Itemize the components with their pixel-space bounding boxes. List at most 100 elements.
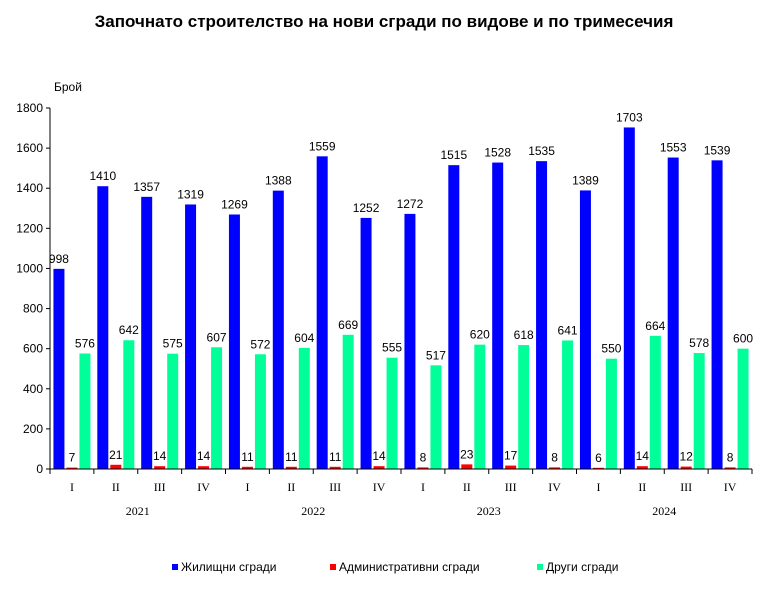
x-category-label: II — [287, 480, 295, 494]
data-label: 7 — [69, 451, 76, 465]
data-label: 664 — [645, 319, 665, 333]
data-label: 8 — [420, 450, 427, 464]
bar — [623, 127, 635, 469]
data-label: 1703 — [616, 110, 643, 124]
legend-swatch — [330, 564, 336, 570]
data-label: 575 — [163, 337, 183, 351]
data-label: 1272 — [397, 197, 424, 211]
x-year-label: 2024 — [652, 504, 676, 518]
bar — [579, 190, 591, 469]
bar — [680, 466, 692, 469]
chart-title: Започнато строителство на нови сгради по… — [94, 12, 674, 31]
bar — [693, 353, 705, 469]
data-label: 618 — [514, 328, 534, 342]
y-axis: 0 200 400 600 800 1000 1200 1400 1600 1800 — [16, 101, 51, 476]
data-label: 1319 — [177, 187, 204, 201]
data-label: 1539 — [704, 143, 731, 157]
y-tick-label: 1000 — [16, 261, 43, 275]
y-axis-label: Брой — [54, 80, 82, 94]
data-label: 1357 — [133, 180, 160, 194]
x-category-label: III — [154, 480, 166, 494]
bar — [417, 467, 429, 469]
data-label: 1515 — [440, 148, 467, 162]
bar — [724, 467, 736, 469]
bar — [66, 467, 78, 469]
bar — [185, 204, 197, 469]
x-category-label: II — [112, 480, 120, 494]
bar — [448, 165, 460, 470]
data-label: 641 — [558, 323, 578, 337]
bar — [592, 467, 604, 469]
legend: Жилищни сгради Административни сгради Друг… — [172, 560, 619, 574]
data-label: 11 — [329, 450, 342, 464]
y-tick-label: 0 — [36, 462, 43, 476]
data-label: 14 — [153, 449, 167, 463]
bar — [97, 186, 109, 469]
data-label: 607 — [207, 330, 227, 344]
data-label: 14 — [197, 449, 211, 463]
data-label: 604 — [294, 331, 314, 345]
bar — [198, 466, 210, 469]
bar — [141, 196, 153, 469]
data-label: 600 — [733, 332, 753, 346]
x-category-label: II — [638, 480, 646, 494]
bar — [461, 464, 473, 469]
data-label: 1553 — [660, 141, 687, 155]
data-label: 1252 — [353, 201, 380, 215]
bar — [342, 334, 354, 469]
bar — [536, 161, 548, 469]
x-category-label: I — [596, 480, 600, 494]
y-tick-label: 200 — [23, 422, 43, 436]
data-label: 642 — [119, 323, 139, 337]
bar — [285, 466, 297, 469]
data-label: 550 — [601, 342, 621, 356]
bar — [123, 340, 135, 469]
data-label: 12 — [680, 450, 694, 464]
bar — [154, 466, 166, 469]
data-label: 21 — [109, 448, 123, 462]
bar — [386, 357, 398, 469]
y-tick-label: 1400 — [16, 181, 43, 195]
x-category-label: I — [245, 480, 249, 494]
bar — [329, 466, 341, 469]
data-label: 1389 — [572, 173, 599, 187]
x-year-label: 2022 — [301, 504, 325, 518]
bar — [605, 358, 617, 469]
bar — [505, 465, 517, 469]
y-tick-label: 1800 — [16, 101, 43, 115]
data-label: 8 — [727, 450, 734, 464]
x-category-label: I — [70, 480, 74, 494]
data-label: 669 — [338, 318, 358, 332]
data-labels: 998 7 576 1410 21 642 1357 14 575 1319 14 607 1269 11… — [49, 110, 753, 464]
data-label: 1528 — [484, 146, 511, 160]
y-tick-label: 1600 — [16, 141, 43, 155]
bar — [474, 344, 486, 469]
x-category-label: III — [505, 480, 517, 494]
bar — [562, 340, 574, 469]
legend-label: Други сгради — [546, 560, 619, 574]
data-label: 517 — [426, 348, 446, 362]
bar — [549, 467, 561, 469]
data-label: 1410 — [89, 169, 116, 183]
legend-swatch — [172, 564, 178, 570]
data-label: 1535 — [528, 144, 555, 158]
bar — [254, 354, 266, 469]
bar — [518, 345, 530, 469]
x-category-label: III — [329, 480, 341, 494]
bar — [737, 348, 749, 469]
data-label: 1269 — [221, 197, 248, 211]
bar — [649, 335, 661, 469]
x-category-label: III — [680, 480, 692, 494]
y-tick-label: 600 — [23, 342, 43, 356]
legend-label: Административни сгради — [339, 560, 480, 574]
data-label: 17 — [504, 449, 518, 463]
bar — [211, 347, 223, 469]
x-category-label: IV — [548, 480, 561, 494]
bar — [492, 162, 504, 469]
data-label: 11 — [241, 450, 254, 464]
x-category-label: IV — [724, 480, 737, 494]
bar — [711, 160, 723, 469]
x-year-label: 2023 — [477, 504, 501, 518]
